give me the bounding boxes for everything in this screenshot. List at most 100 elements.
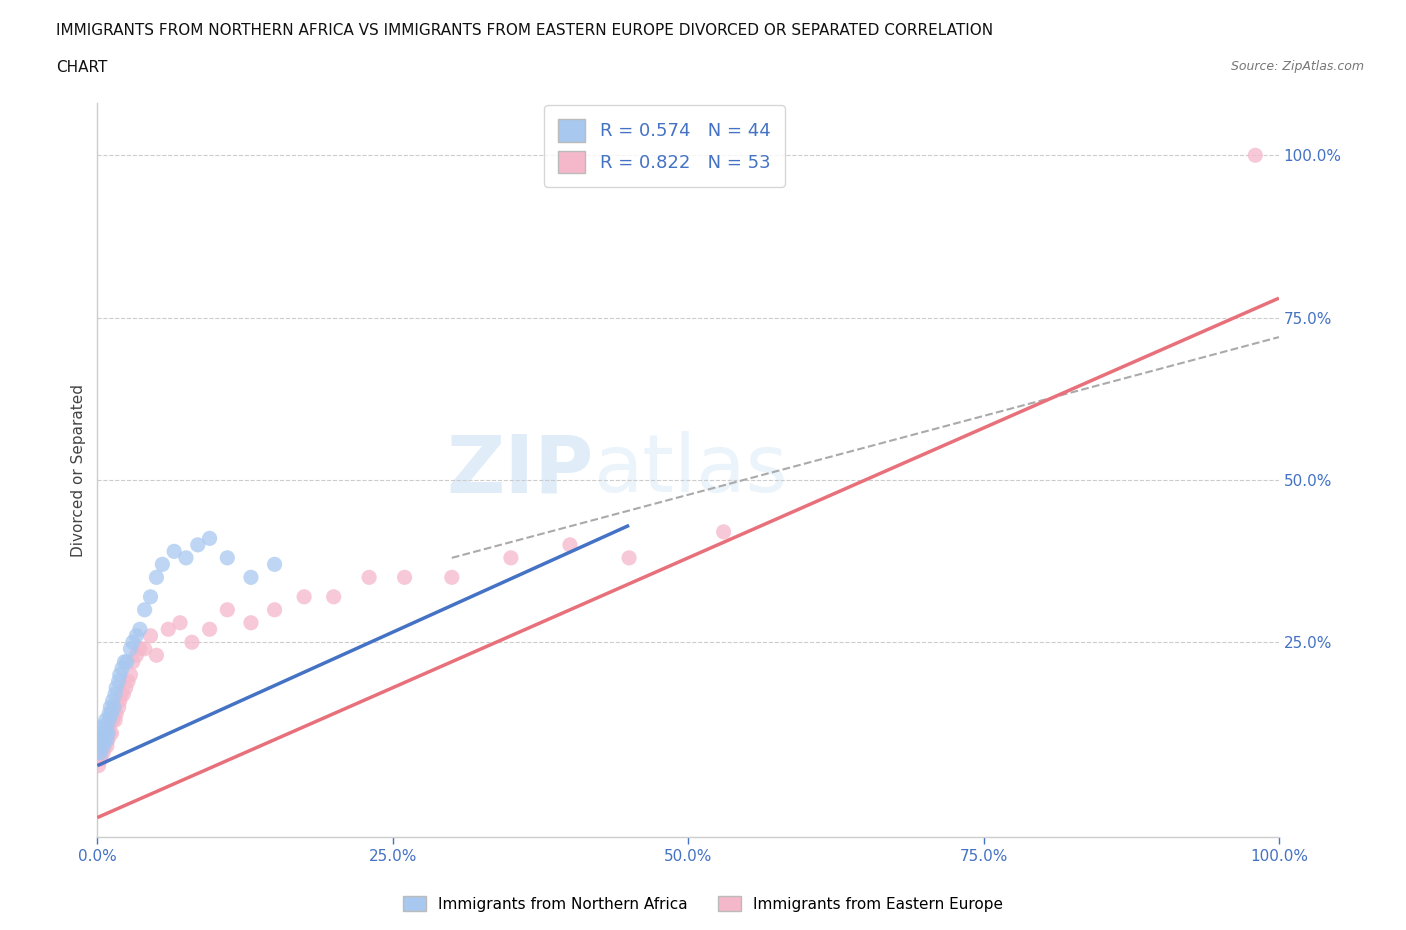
Point — [93, 719, 115, 734]
Point — [93, 732, 115, 747]
Point — [145, 570, 167, 585]
Point — [128, 622, 150, 637]
Point — [125, 629, 148, 644]
Point — [97, 725, 120, 740]
Point — [90, 745, 112, 760]
Point — [108, 668, 131, 683]
Point — [239, 616, 262, 631]
Point — [121, 655, 143, 670]
Point — [114, 680, 136, 695]
Point — [558, 538, 581, 552]
Point — [1244, 148, 1267, 163]
Point — [104, 686, 127, 701]
Point — [98, 712, 121, 727]
Point — [120, 668, 142, 683]
Point — [112, 686, 135, 701]
Point — [139, 590, 162, 604]
Point — [94, 712, 117, 727]
Point — [121, 635, 143, 650]
Point — [617, 551, 640, 565]
Point — [103, 706, 125, 721]
Point — [103, 699, 125, 714]
Text: Source: ZipAtlas.com: Source: ZipAtlas.com — [1230, 60, 1364, 73]
Point — [107, 673, 129, 688]
Point — [217, 551, 239, 565]
Point — [128, 642, 150, 657]
Y-axis label: Divorced or Separated: Divorced or Separated — [72, 384, 86, 557]
Point — [108, 693, 131, 708]
Point — [91, 738, 114, 753]
Point — [217, 603, 239, 618]
Point — [394, 570, 416, 585]
Point — [120, 642, 142, 657]
Point — [145, 648, 167, 663]
Point — [87, 745, 110, 760]
Point — [100, 706, 122, 721]
Point — [87, 758, 110, 773]
Point — [98, 699, 121, 714]
Point — [96, 738, 118, 753]
Point — [157, 622, 180, 637]
Point — [90, 751, 112, 766]
Point — [125, 648, 148, 663]
Point — [322, 590, 344, 604]
Point — [91, 732, 114, 747]
Point — [292, 590, 315, 604]
Point — [98, 725, 121, 740]
Point — [111, 661, 134, 676]
Point — [100, 725, 122, 740]
Point — [114, 655, 136, 670]
Point — [187, 538, 209, 552]
Point — [174, 551, 197, 565]
Legend: R = 0.574   N = 44, R = 0.822   N = 53: R = 0.574 N = 44, R = 0.822 N = 53 — [544, 105, 785, 187]
Point — [91, 719, 114, 734]
Point — [98, 706, 121, 721]
Point — [104, 712, 127, 727]
Point — [89, 738, 111, 753]
Point — [90, 745, 112, 760]
Point — [90, 725, 112, 740]
Point — [91, 745, 114, 760]
Point — [499, 551, 522, 565]
Point — [139, 629, 162, 644]
Point — [239, 570, 262, 585]
Point — [97, 732, 120, 747]
Point — [134, 603, 156, 618]
Point — [101, 693, 124, 708]
Point — [89, 732, 111, 747]
Point — [98, 712, 121, 727]
Point — [91, 738, 114, 753]
Point — [91, 725, 114, 740]
Point — [101, 712, 124, 727]
Point — [98, 719, 121, 734]
Text: atlas: atlas — [593, 432, 787, 510]
Text: IMMIGRANTS FROM NORTHERN AFRICA VS IMMIGRANTS FROM EASTERN EUROPE DIVORCED OR SE: IMMIGRANTS FROM NORTHERN AFRICA VS IMMIG… — [56, 23, 994, 38]
Text: ZIP: ZIP — [446, 432, 593, 510]
Point — [134, 642, 156, 657]
Point — [198, 531, 221, 546]
Point — [94, 732, 117, 747]
Point — [359, 570, 381, 585]
Point — [94, 725, 117, 740]
Point — [263, 603, 285, 618]
Point — [105, 706, 128, 721]
Point — [440, 570, 463, 585]
Point — [93, 738, 115, 753]
Point — [163, 544, 186, 559]
Point — [117, 673, 139, 688]
Point — [150, 557, 173, 572]
Point — [169, 616, 191, 631]
Point — [89, 738, 111, 753]
Point — [107, 699, 129, 714]
Point — [198, 622, 221, 637]
Point — [91, 732, 114, 747]
Point — [96, 732, 118, 747]
Point — [115, 655, 138, 670]
Point — [180, 635, 202, 650]
Point — [263, 557, 285, 572]
Point — [713, 525, 735, 539]
Point — [91, 732, 114, 747]
Point — [110, 686, 132, 701]
Point — [105, 680, 128, 695]
Point — [89, 751, 111, 766]
